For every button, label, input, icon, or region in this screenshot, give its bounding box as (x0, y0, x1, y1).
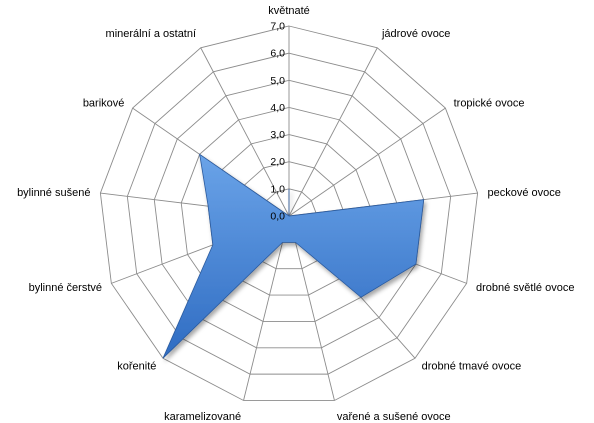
gridline-ring-6 (126, 52, 452, 375)
data-point-12 (288, 215, 291, 218)
gridline-ring-7 (99, 25, 479, 401)
data-point-0 (288, 187, 291, 190)
category-label-3: peckové ovoce (488, 187, 561, 199)
tick-label-0: 0,0 (270, 211, 285, 223)
tick-label-2: 2,0 (270, 156, 285, 168)
gridline-ring-5 (153, 79, 425, 349)
tick-label-1: 1,0 (270, 183, 285, 195)
data-point-4 (414, 263, 417, 266)
series-area-layer (162, 153, 425, 360)
data-point-11 (198, 153, 201, 156)
data-point-3 (422, 198, 425, 201)
category-label-9: bylinné čerstvé (29, 282, 102, 294)
axis-spoke-2 (288, 107, 446, 217)
gridline-ring-4 (180, 106, 398, 322)
category-label-8: kořenité (117, 361, 156, 373)
category-label-12: minerální a ostatní (106, 28, 197, 40)
category-label-2: tropické ovoce (454, 97, 525, 109)
tick-label-5: 5,0 (270, 75, 285, 87)
data-point-10 (207, 205, 210, 208)
category-label-layer: květnaté jádrové ovoce tropické ovoce pecko… (17, 5, 574, 423)
series-area (162, 153, 425, 359)
tick-label-layer: 0,0 1,0 2,0 3,0 4,0 5,0 6,0 7,0 (270, 21, 285, 223)
data-point-8 (162, 357, 165, 360)
data-point-9 (211, 243, 214, 246)
data-point-5 (360, 296, 363, 299)
category-label-6: vařené a sušené ovoce (337, 411, 451, 423)
axis-spoke-7 (243, 215, 290, 401)
category-label-10: bylinné sušené (17, 187, 90, 199)
category-label-4: drobné světlé ovoce (476, 282, 574, 294)
category-label-0: květnaté (268, 5, 310, 17)
tick-label-6: 6,0 (270, 48, 285, 60)
tick-label-7: 7,0 (270, 21, 285, 33)
tick-label-3: 3,0 (270, 129, 285, 141)
data-point-7 (281, 241, 284, 244)
axis-spoke-1 (288, 47, 378, 217)
tick-label-4: 4,0 (270, 102, 285, 114)
category-label-5: drobné tmavé ovoce (422, 361, 522, 373)
category-label-11: barikové (83, 97, 125, 109)
axis-spoke-6 (288, 215, 335, 401)
data-point-6 (294, 241, 297, 244)
axis-spoke-12 (200, 47, 290, 217)
category-label-7: karamelizované (164, 411, 241, 423)
category-label-1: jádrové ovoce (381, 28, 451, 40)
